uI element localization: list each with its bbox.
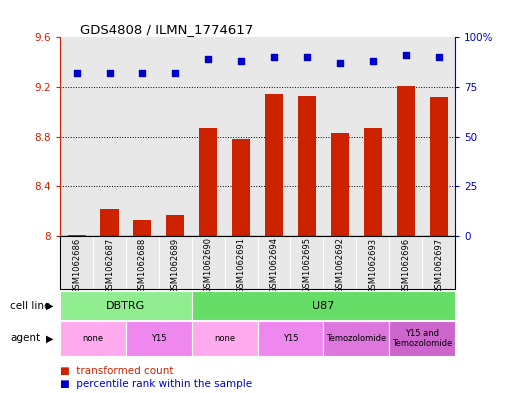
Text: ■  transformed count: ■ transformed count xyxy=(60,366,174,376)
Text: GSM1062691: GSM1062691 xyxy=(236,237,246,294)
Text: DBTRG: DBTRG xyxy=(106,301,145,310)
Text: cell line: cell line xyxy=(10,301,51,310)
Bar xyxy=(60,321,126,356)
Text: GSM1062689: GSM1062689 xyxy=(171,237,180,294)
Bar xyxy=(60,291,192,320)
Text: none: none xyxy=(83,334,104,343)
Point xyxy=(138,70,146,76)
Bar xyxy=(133,220,152,236)
Bar xyxy=(192,321,257,356)
Text: GSM1062687: GSM1062687 xyxy=(105,237,114,294)
Bar xyxy=(126,321,192,356)
Bar xyxy=(298,95,316,236)
Text: GSM1062686: GSM1062686 xyxy=(72,237,81,294)
Point xyxy=(237,58,245,64)
Text: U87: U87 xyxy=(312,301,335,310)
Text: agent: agent xyxy=(10,333,41,343)
Text: GSM1062696: GSM1062696 xyxy=(401,237,410,294)
Text: Temozolomide: Temozolomide xyxy=(326,334,386,343)
Text: Y15: Y15 xyxy=(283,334,298,343)
Point xyxy=(270,54,278,60)
Bar xyxy=(363,128,382,236)
Text: GSM1062693: GSM1062693 xyxy=(368,237,377,294)
Text: ■  percentile rank within the sample: ■ percentile rank within the sample xyxy=(60,379,252,389)
Point xyxy=(303,54,311,60)
Bar xyxy=(67,235,86,236)
Bar xyxy=(323,321,389,356)
Point xyxy=(435,54,443,60)
Point xyxy=(171,70,179,76)
Point xyxy=(204,56,212,62)
Bar xyxy=(429,97,448,236)
Bar xyxy=(192,291,455,320)
Bar xyxy=(396,86,415,236)
Point xyxy=(369,58,377,64)
Text: GSM1062695: GSM1062695 xyxy=(302,237,311,294)
Text: GSM1062694: GSM1062694 xyxy=(269,237,279,294)
Text: GDS4808 / ILMN_1774617: GDS4808 / ILMN_1774617 xyxy=(80,23,253,36)
Bar xyxy=(331,133,349,236)
Text: GSM1062692: GSM1062692 xyxy=(335,237,344,294)
Text: GSM1062697: GSM1062697 xyxy=(434,237,443,294)
Bar xyxy=(257,321,323,356)
Text: none: none xyxy=(214,334,235,343)
Text: Y15: Y15 xyxy=(151,334,167,343)
Bar xyxy=(100,209,119,236)
Bar xyxy=(166,215,185,236)
Text: ▶: ▶ xyxy=(46,333,53,343)
Point xyxy=(72,70,81,76)
Bar xyxy=(199,128,217,236)
Text: Y15 and
Temozolomide: Y15 and Temozolomide xyxy=(392,329,452,348)
Text: GSM1062690: GSM1062690 xyxy=(204,237,213,294)
Point xyxy=(336,60,344,66)
Bar xyxy=(232,139,250,236)
Bar xyxy=(389,321,455,356)
Point xyxy=(105,70,113,76)
Bar xyxy=(265,94,283,236)
Text: ▶: ▶ xyxy=(46,301,53,310)
Text: GSM1062688: GSM1062688 xyxy=(138,237,147,294)
Point xyxy=(402,52,410,58)
